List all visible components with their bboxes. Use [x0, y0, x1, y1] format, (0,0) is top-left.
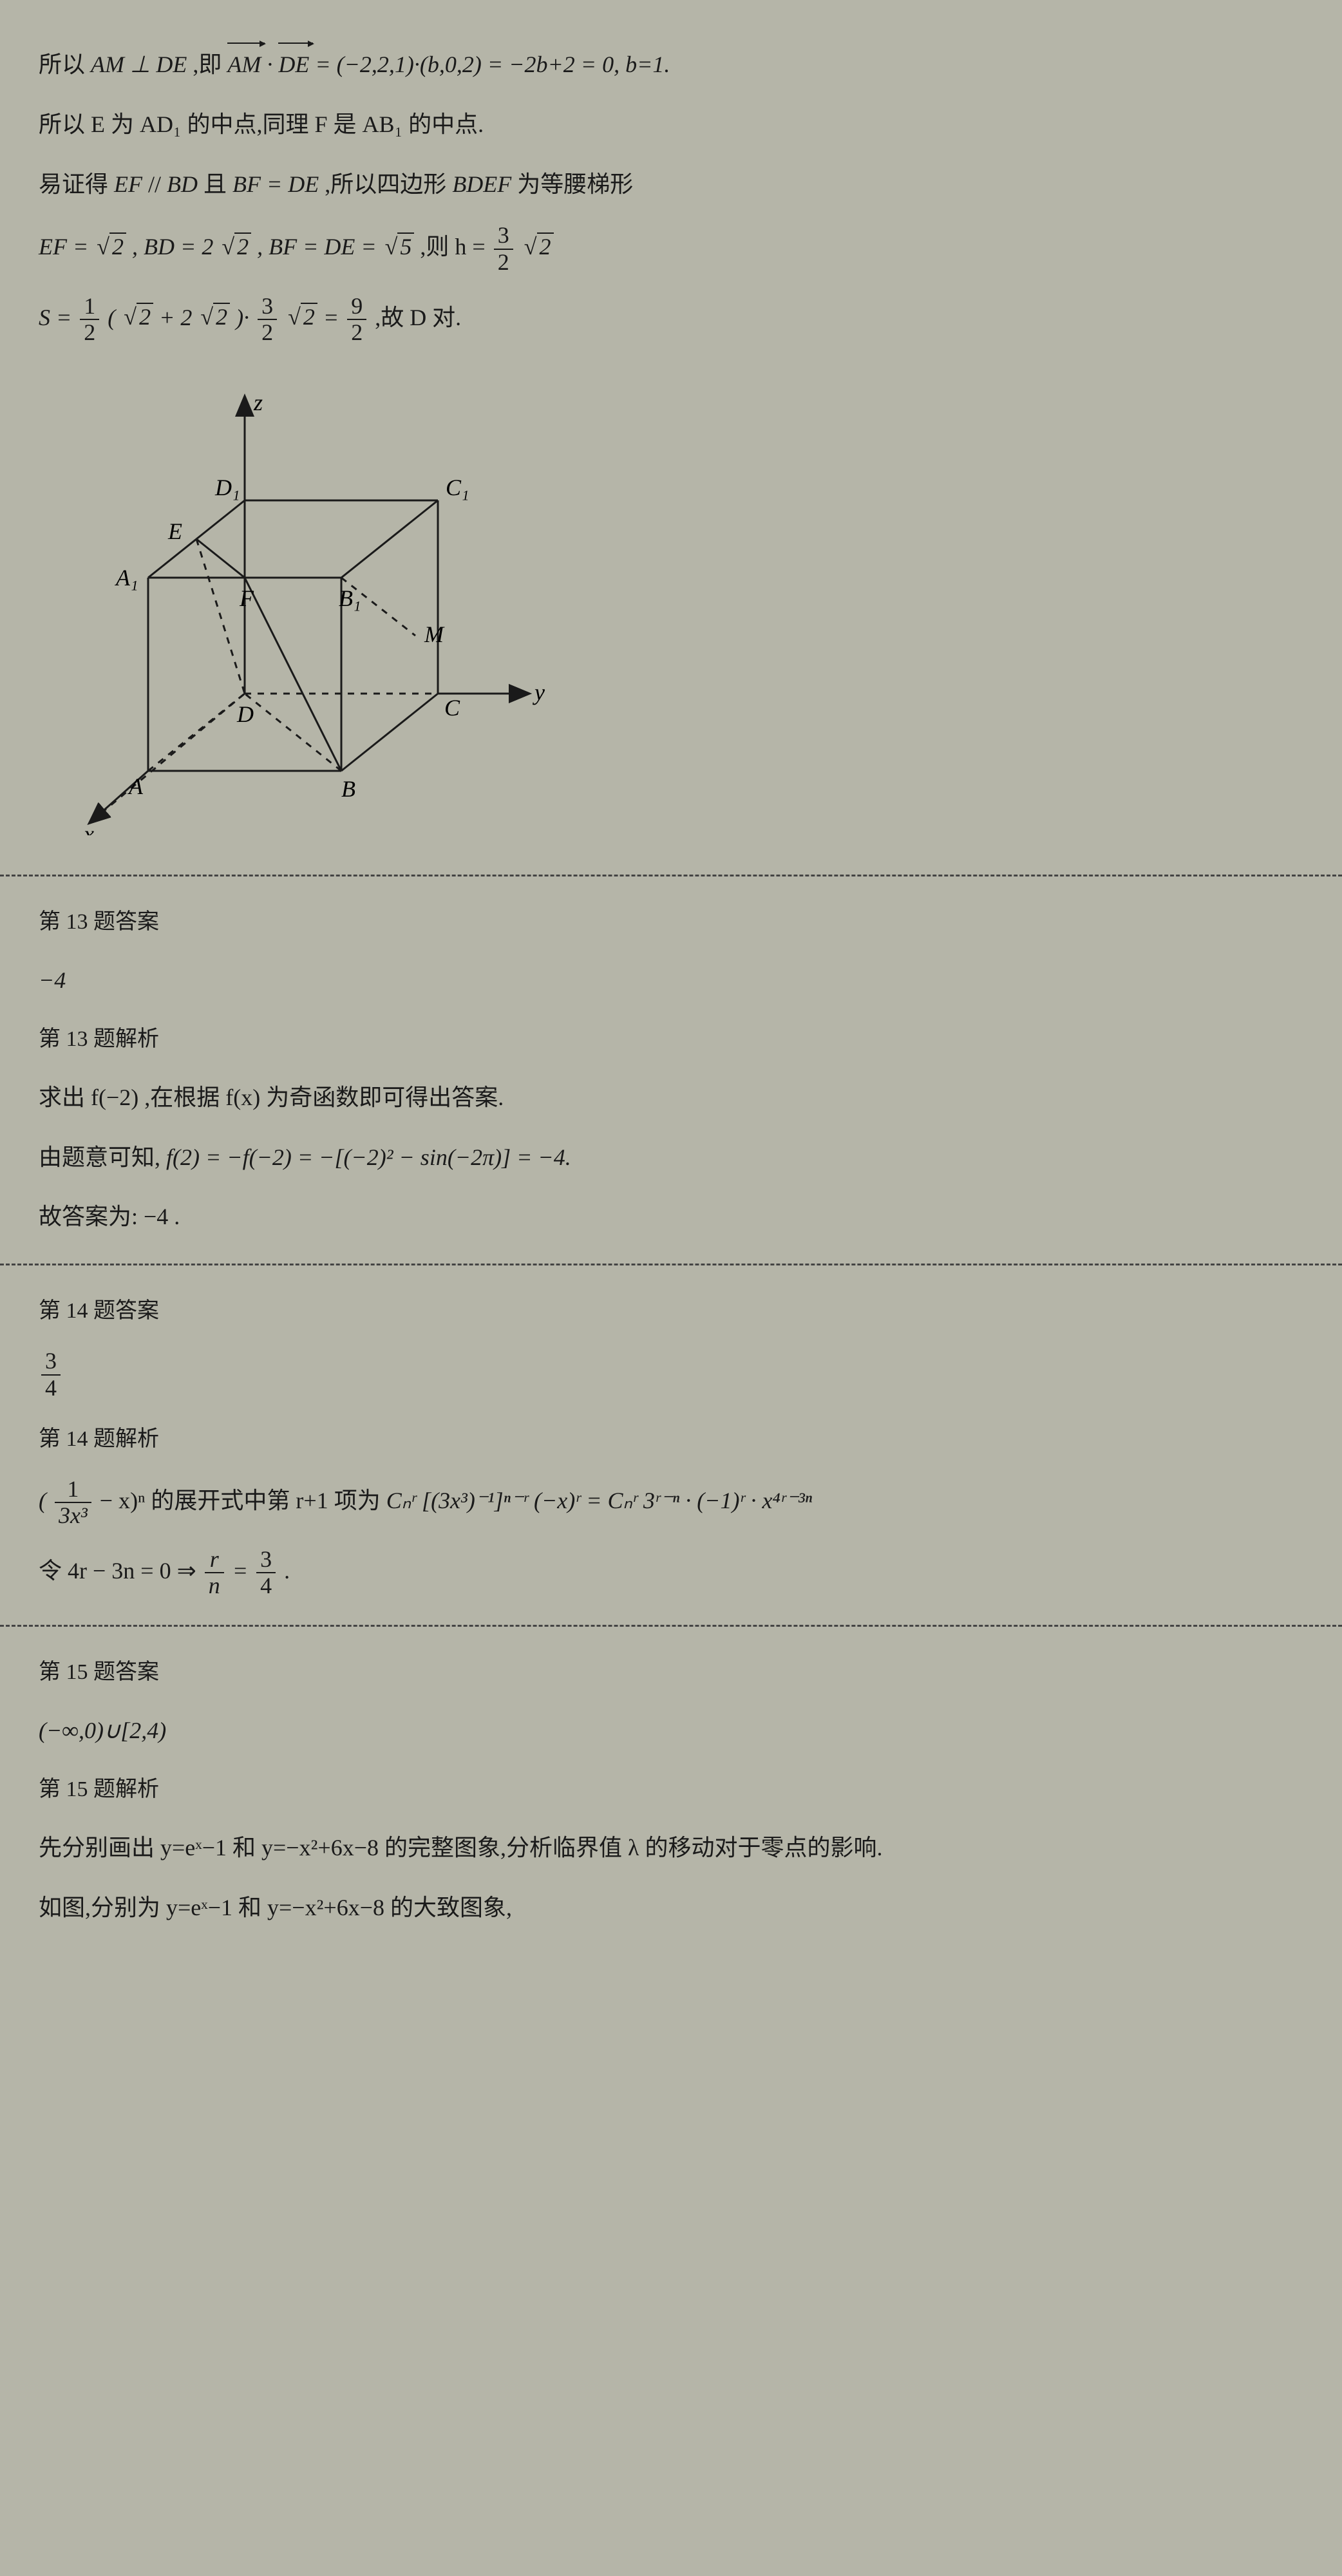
- divider-2: [0, 1264, 1342, 1265]
- top-line-2: 所以 E 为 AD₁ 的中点,同理 F 是 AB₁ 的中点.: [39, 104, 1303, 146]
- end: .: [284, 1558, 290, 1584]
- q15-ans-title: 第 15 题答案: [39, 1653, 1303, 1692]
- svg-text:y: y: [533, 679, 545, 705]
- q14-ans: 34: [39, 1349, 1303, 1401]
- ef: EF =: [39, 234, 94, 260]
- svg-text:D₁: D₁: [214, 475, 240, 500]
- divider-1: [0, 875, 1342, 876]
- cube-figure: z y x A B C D A₁ B₁ C₁ D₁ E F M: [64, 372, 1303, 849]
- q15-l2: 如图,分别为 y=eˣ−1 和 y=−x²+6x−8 的大致图象,: [39, 1887, 1303, 1929]
- frac-9-2: 92: [347, 294, 366, 346]
- bd: , BD = 2: [132, 234, 213, 260]
- svg-text:E: E: [167, 518, 182, 544]
- text: ,即: [193, 52, 227, 77]
- frac-1-2: 12: [80, 294, 99, 346]
- vector-am: AM: [227, 44, 261, 86]
- sqrt-2f: 2: [285, 296, 317, 338]
- bf: , BF = DE =: [257, 234, 383, 260]
- pre: 令 4r − 3n = 0 ⇒: [39, 1558, 202, 1584]
- f1: rn: [205, 1547, 224, 1599]
- vector-eq: = (−2,2,1)·(b,0,2) = −2b+2 = 0, b=1.: [315, 52, 670, 77]
- svg-text:z: z: [253, 390, 263, 415]
- q13-ans-title: 第 13 题答案: [39, 902, 1303, 942]
- sqrt-2: 2: [94, 226, 126, 268]
- mid: − x)ⁿ 的展开式中第 r+1 项为: [100, 1488, 386, 1513]
- q14-sol-title: 第 14 题解析: [39, 1419, 1303, 1459]
- q14-l2: 令 4r − 3n = 0 ⇒ rn = 34 .: [39, 1547, 1303, 1599]
- sqrt-2c: 2: [522, 226, 554, 268]
- q14-l1: ( 13x³ − x)ⁿ 的展开式中第 r+1 项为 Cₙʳ [(3x³)⁻¹]…: [39, 1477, 1303, 1529]
- svg-text:C: C: [444, 695, 460, 721]
- q14-ans-title: 第 14 题答案: [39, 1291, 1303, 1331]
- q13-sol-l2: 由题意可知, f(2) = −f(−2) = −[(−2)² − sin(−2π…: [39, 1137, 1303, 1179]
- svg-text:A: A: [128, 773, 144, 799]
- open: (: [39, 1488, 46, 1513]
- q14-ans-frac: 34: [41, 1349, 61, 1401]
- svg-text:x: x: [83, 821, 94, 835]
- svg-text:F: F: [239, 585, 254, 611]
- sqrt-5: 5: [383, 226, 415, 268]
- eq: f(2) = −f(−2) = −[(−2)² − sin(−2π)] = −4…: [166, 1144, 571, 1170]
- vector-de: DE: [278, 44, 309, 86]
- sqrt-2d: 2: [121, 296, 153, 338]
- open: (: [108, 304, 115, 330]
- q15-ans: (−∞,0)∪[2,4): [39, 1710, 1303, 1752]
- svg-text:D: D: [236, 701, 254, 727]
- svg-text:C₁: C₁: [446, 475, 469, 500]
- h-pre: ,则 h =: [420, 234, 491, 260]
- q15-l1: 先分别画出 y=eˣ−1 和 y=−x²+6x−8 的完整图象,分析临界值 λ …: [39, 1827, 1303, 1869]
- sqrt-2b: 2: [219, 226, 251, 268]
- q13-ans: −4: [39, 960, 1303, 1001]
- plus: + 2: [159, 304, 192, 330]
- sqrt-2e: 2: [198, 296, 230, 338]
- top-line-3: 易证得 EF // BD 且 BF = DE ,所以四边形 BDEF 为等腰梯形: [39, 164, 1303, 205]
- dot: ·: [267, 52, 278, 77]
- top-line-5: S = 12 ( 2 + 2 2 )· 32 2 = 92 ,故 D 对.: [39, 294, 1303, 346]
- text: 所以: [39, 52, 91, 77]
- q13-sol-title: 第 13 题解析: [39, 1019, 1303, 1059]
- end: ,故 D 对.: [375, 304, 461, 330]
- close: )·: [236, 304, 249, 330]
- cube-svg: z y x A B C D A₁ B₁ C₁ D₁ E F M: [64, 372, 554, 835]
- pre: 由题意可知,: [39, 1144, 166, 1170]
- f2: 34: [256, 1547, 276, 1599]
- svg-text:B: B: [341, 776, 355, 802]
- top-line-1: 所以 AM ⊥ DE ,即 AM · DE = (−2,2,1)·(b,0,2)…: [39, 44, 1303, 86]
- eq: =: [323, 304, 345, 330]
- s-pre: S =: [39, 304, 77, 330]
- svg-text:B₁: B₁: [339, 585, 361, 611]
- frac-3-2b: 32: [258, 294, 277, 346]
- svg-text:M: M: [424, 621, 445, 647]
- l1-frac: 13x³: [55, 1477, 91, 1529]
- perp-expr: AM ⊥ DE: [91, 52, 187, 77]
- q13-sol-l1: 求出 f(−2) ,在根据 f(x) 为奇函数即可得出答案.: [39, 1077, 1303, 1119]
- svg-text:A₁: A₁: [115, 565, 138, 591]
- top-line-4: EF = 2 , BD = 2 2 , BF = DE = 5 ,则 h = 3…: [39, 223, 1303, 275]
- eq: =: [232, 1558, 254, 1584]
- eq: Cₙʳ [(3x³)⁻¹]ⁿ⁻ʳ (−x)ʳ = Cₙʳ 3ʳ⁻ⁿ · (−1)…: [386, 1488, 812, 1513]
- divider-3: [0, 1625, 1342, 1627]
- text: 易证得 EF // BD 且 BF = DE ,所以四边形 BDEF 为等腰梯形: [39, 171, 633, 197]
- frac-3-2: 32: [494, 223, 513, 275]
- q13-sol-l3: 故答案为: −4 .: [39, 1196, 1303, 1238]
- q15-sol-title: 第 15 题解析: [39, 1770, 1303, 1809]
